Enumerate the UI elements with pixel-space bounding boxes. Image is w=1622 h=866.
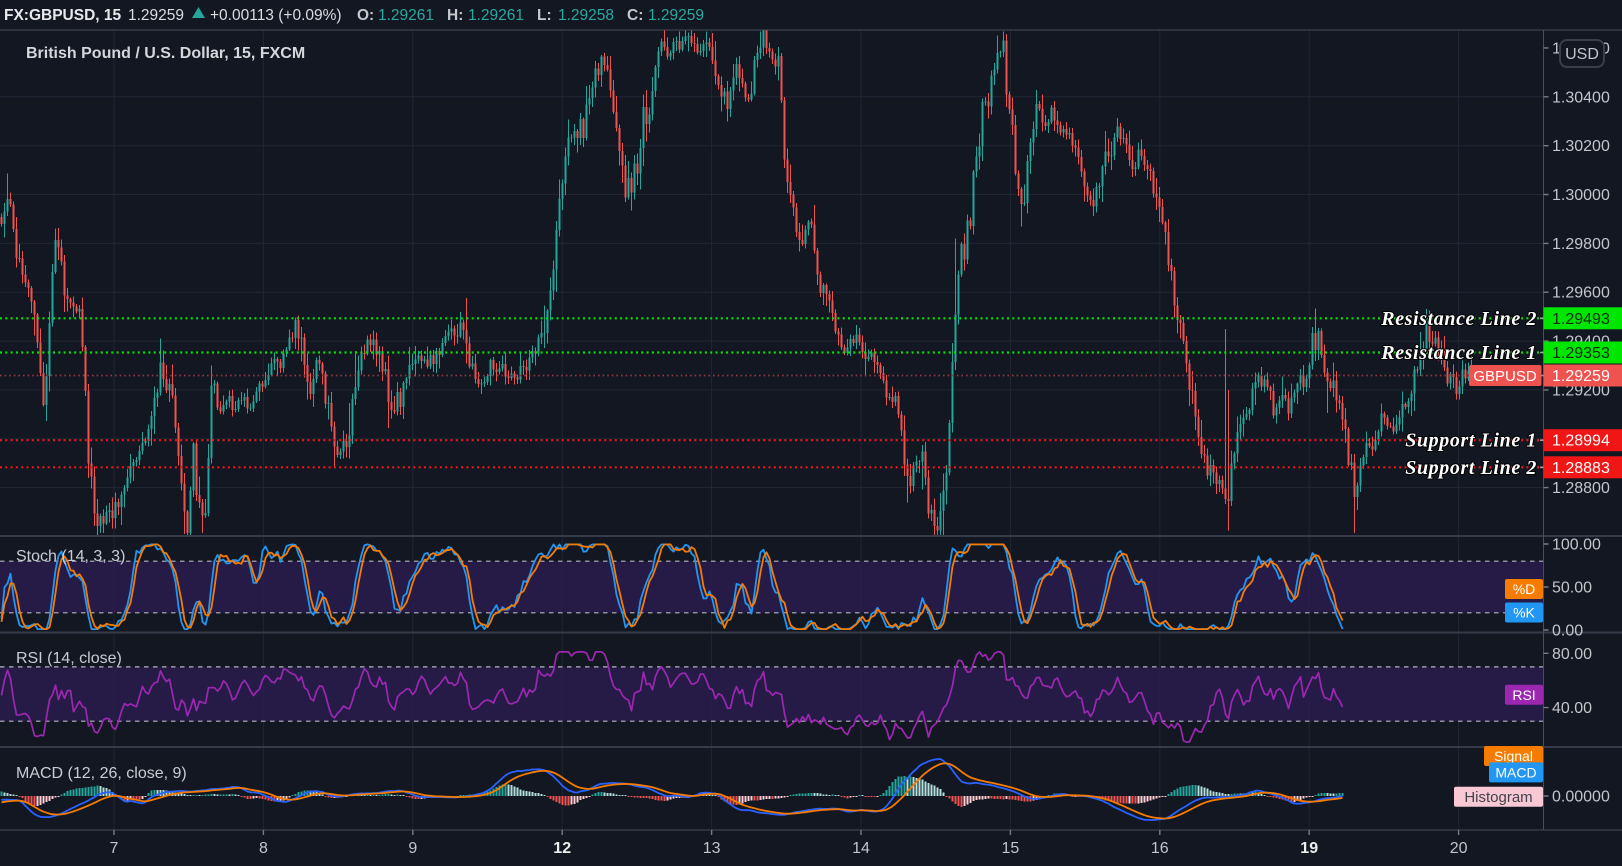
svg-text:1.29259: 1.29259: [128, 7, 184, 24]
svg-text:1.29493: 1.29493: [1552, 311, 1610, 328]
svg-text:16: 16: [1151, 840, 1169, 857]
svg-text:1.29200: 1.29200: [1552, 382, 1610, 399]
svg-text:1.28883: 1.28883: [1552, 460, 1610, 477]
svg-text:RSI: RSI: [1512, 687, 1535, 703]
svg-text:1.29261: 1.29261: [468, 7, 524, 24]
svg-text:50.00: 50.00: [1552, 580, 1592, 597]
svg-text:100.00: 100.00: [1552, 537, 1601, 554]
svg-text:MACD (12, 26, close, 9): MACD (12, 26, close, 9): [16, 765, 187, 782]
svg-text:USD: USD: [1565, 46, 1599, 63]
svg-text:+0.00113 (+0.09%): +0.00113 (+0.09%): [210, 7, 342, 24]
svg-text:1.29353: 1.29353: [1552, 345, 1610, 362]
svg-text:British Pound / U.S. Dollar, 1: British Pound / U.S. Dollar, 15, FXCM: [26, 45, 305, 62]
svg-text:Resistance Line 2: Resistance Line 2: [1380, 308, 1537, 330]
svg-text:40.00: 40.00: [1552, 700, 1592, 717]
svg-text:Signal: Signal: [1494, 748, 1533, 764]
svg-text:Resistance Line 1: Resistance Line 1: [1380, 342, 1537, 364]
svg-text:1.30400: 1.30400: [1552, 89, 1610, 106]
svg-text:C:: C:: [627, 7, 643, 24]
svg-text:Support Line 2: Support Line 2: [1405, 457, 1537, 479]
svg-text:1.30000: 1.30000: [1552, 187, 1610, 204]
svg-text:14: 14: [852, 840, 870, 857]
svg-text:7: 7: [110, 840, 119, 857]
svg-text:1.28994: 1.28994: [1552, 433, 1610, 450]
svg-text:80.00: 80.00: [1552, 646, 1592, 663]
svg-text:Stoch (14, 3, 3): Stoch (14, 3, 3): [16, 548, 125, 565]
svg-text:1.28800: 1.28800: [1552, 480, 1610, 497]
svg-text:9: 9: [408, 840, 417, 857]
svg-text:FX:GBPUSD, 15: FX:GBPUSD, 15: [4, 7, 122, 24]
svg-text:0.00000: 0.00000: [1552, 789, 1610, 806]
svg-text:Support Line 1: Support Line 1: [1405, 430, 1537, 452]
svg-text:%K: %K: [1513, 605, 1535, 621]
svg-text:1.30200: 1.30200: [1552, 138, 1610, 155]
svg-text:H:: H:: [447, 7, 463, 24]
svg-text:15: 15: [1002, 840, 1020, 857]
svg-text:0.00: 0.00: [1552, 623, 1583, 640]
svg-text:L:: L:: [537, 7, 552, 24]
svg-text:12: 12: [553, 840, 571, 857]
svg-text:Histogram: Histogram: [1464, 789, 1532, 806]
svg-text:1.29258: 1.29258: [558, 7, 614, 24]
svg-text:MACD: MACD: [1495, 764, 1536, 780]
svg-text:%D: %D: [1513, 581, 1536, 597]
svg-text:1.29261: 1.29261: [378, 7, 434, 24]
svg-text:19: 19: [1300, 840, 1318, 857]
svg-text:1.29600: 1.29600: [1552, 285, 1610, 302]
svg-text:1.29259: 1.29259: [1552, 368, 1610, 385]
svg-text:1.29259: 1.29259: [648, 7, 704, 24]
svg-text:8: 8: [259, 840, 268, 857]
svg-text:1.29800: 1.29800: [1552, 236, 1610, 253]
svg-text:GBPUSD: GBPUSD: [1473, 368, 1537, 385]
svg-text:20: 20: [1450, 840, 1468, 857]
svg-text:RSI (14, close): RSI (14, close): [16, 650, 122, 667]
svg-text:O:: O:: [357, 7, 374, 24]
svg-text:13: 13: [703, 840, 721, 857]
